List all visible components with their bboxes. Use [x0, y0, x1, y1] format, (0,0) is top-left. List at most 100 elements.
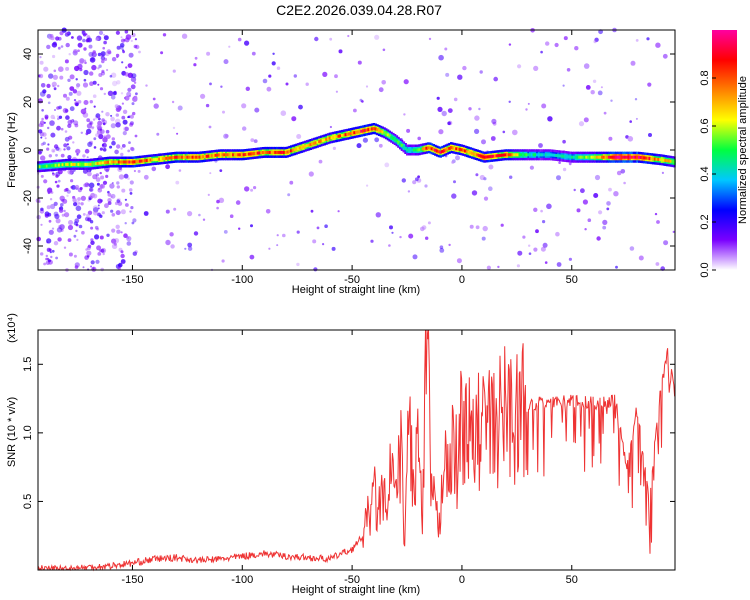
- ridge-cell: [61, 163, 65, 167]
- x-tick-label: -100: [231, 274, 253, 286]
- noise-dot: [406, 128, 411, 133]
- ridge-cell: [235, 153, 239, 157]
- noise-dot: [656, 220, 660, 224]
- noise-dot: [68, 91, 73, 96]
- noise-dot: [53, 69, 57, 73]
- ridge-cell: [564, 155, 567, 158]
- noise-dot: [66, 32, 69, 35]
- noise-dot: [73, 99, 77, 102]
- noise-dot: [162, 33, 167, 37]
- noise-dot: [110, 209, 114, 213]
- ridge-cell: [467, 150, 471, 154]
- noise-dot: [115, 30, 120, 35]
- noise-dot: [107, 192, 112, 197]
- ridge-cell: [279, 150, 283, 154]
- noise-dot: [58, 105, 62, 110]
- noise-dot: [57, 169, 63, 175]
- ridge-cell: [421, 147, 425, 151]
- noise-dot: [479, 70, 483, 74]
- noise-dot: [76, 153, 79, 156]
- noise-dot: [235, 200, 241, 205]
- ridge-cell: [305, 144, 309, 148]
- noise-dot: [45, 254, 48, 258]
- ridge-cell: [119, 160, 123, 164]
- noise-dot: [57, 179, 61, 183]
- noise-dot: [86, 250, 92, 256]
- noise-dot: [46, 44, 51, 50]
- noise-dot: [103, 92, 107, 96]
- ridge-cell: [585, 155, 588, 159]
- noise-dot: [382, 48, 386, 52]
- ridge-cell: [657, 158, 660, 161]
- ridge-cell: [499, 153, 502, 157]
- ridge-cell: [543, 153, 546, 157]
- ridge-cell: [479, 154, 483, 158]
- noise-dot: [329, 37, 333, 41]
- noise-dot: [444, 47, 448, 51]
- colorbar-tick-label: 0.4: [699, 166, 711, 181]
- noise-dot: [78, 224, 83, 229]
- noise-dot: [67, 169, 73, 175]
- noise-dot: [49, 198, 53, 201]
- noise-dot: [133, 44, 138, 49]
- noise-dot: [113, 238, 120, 244]
- noise-dot: [176, 132, 179, 135]
- noise-dot: [63, 143, 68, 148]
- noise-dot: [98, 64, 102, 68]
- ridge-cell: [571, 155, 574, 159]
- ridge-cell: [562, 154, 565, 158]
- noise-dot: [121, 144, 126, 148]
- noise-dot: [187, 242, 193, 248]
- ridge-cell: [465, 150, 469, 154]
- noise-dot: [312, 239, 317, 244]
- ridge-cell: [595, 155, 599, 159]
- noise-dot: [68, 220, 73, 225]
- noise-dot: [72, 141, 75, 144]
- noise-dot: [475, 225, 480, 230]
- noise-dot: [225, 134, 229, 138]
- noise-dot: [69, 106, 75, 112]
- ridge-cell: [244, 153, 247, 156]
- noise-dot: [128, 141, 131, 145]
- ridge-cell: [96, 161, 100, 165]
- noise-dot: [554, 42, 559, 48]
- noise-dot: [471, 190, 478, 196]
- noise-dot: [173, 207, 177, 211]
- noise-dot: [102, 137, 108, 143]
- noise-dot: [244, 40, 250, 46]
- noise-dot: [596, 236, 601, 241]
- noise-dot: [87, 141, 93, 147]
- noise-dot: [331, 246, 336, 251]
- noise-dot: [65, 66, 70, 71]
- noise-dot: [114, 104, 119, 109]
- ridge-cell: [267, 150, 270, 154]
- noise-dot: [314, 36, 319, 42]
- noise-dot: [118, 174, 125, 180]
- ridge-cell: [182, 155, 186, 159]
- noise-dot: [86, 213, 90, 218]
- noise-dot: [127, 236, 130, 239]
- noise-dot: [647, 82, 652, 87]
- ridge-cell: [576, 155, 580, 159]
- ridge-cell: [346, 132, 349, 136]
- noise-dot: [347, 34, 350, 38]
- noise-dot: [437, 106, 443, 112]
- noise-dot: [613, 191, 619, 197]
- ridge-cell: [203, 155, 207, 158]
- noise-dot: [244, 186, 250, 192]
- noise-dot: [76, 35, 83, 41]
- noise-dot: [474, 128, 480, 134]
- noise-dot: [285, 82, 289, 86]
- ridge-cell: [63, 163, 66, 167]
- noise-dot: [122, 131, 127, 136]
- noise-dot: [109, 74, 113, 78]
- ridge-cell: [402, 145, 406, 149]
- noise-dot: [222, 110, 225, 114]
- noise-dot: [79, 59, 84, 65]
- noise-dot: [72, 197, 77, 203]
- noise-dot: [83, 100, 89, 105]
- noise-dot: [90, 265, 93, 268]
- noise-dot: [594, 37, 599, 42]
- noise-dot: [447, 121, 451, 126]
- ridge-cell: [38, 165, 42, 169]
